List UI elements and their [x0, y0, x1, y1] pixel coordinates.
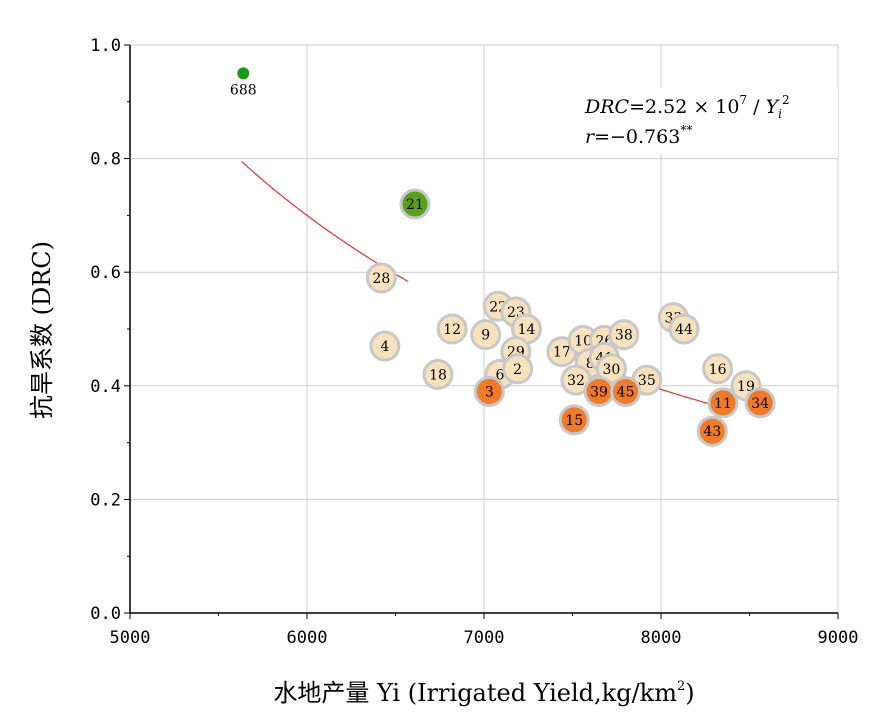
data-point-marker: [707, 387, 739, 419]
data-point-label: 30: [603, 362, 621, 378]
data-point-marker: [365, 262, 397, 294]
x-tick-label: 5000: [110, 628, 151, 648]
x-tick-label: 9000: [818, 628, 859, 648]
eq-mid: =2.52 × 10: [629, 96, 739, 118]
data-point-marker: [237, 67, 250, 80]
y-tick-label: 0.6: [90, 263, 121, 283]
data-point-label: 35: [638, 373, 656, 389]
data-point-label: 4: [380, 339, 389, 355]
eq-r-label: r: [585, 126, 596, 148]
x-tick-label: 8000: [641, 628, 682, 648]
x-axis-title: 水地产量 Yi (Irrigated Yield,kg/km2): [273, 679, 694, 707]
data-point-label: 3: [485, 384, 494, 400]
data-point-38: 38: [608, 319, 640, 351]
data-point-marker: [668, 313, 700, 345]
data-point-label: 2: [513, 362, 522, 378]
data-point-label: 39: [590, 384, 608, 400]
axes: 0.0 0.2 0.4 0.6 0.8 1.0 5000 6000 7000 8000 9000: [90, 36, 858, 648]
y-tick-label: 0.4: [90, 377, 121, 397]
eq-exp: 7: [739, 93, 747, 107]
data-point-label: 8: [586, 356, 595, 372]
data-point-15: 15: [558, 404, 590, 436]
data-point-28: 28: [365, 262, 397, 294]
data-point-label: 28: [372, 271, 390, 287]
eq-var: Y: [766, 96, 781, 118]
equation-line-1: DRC=2.52 × 107 / Yi2: [584, 93, 790, 121]
eq-r-stars: **: [680, 123, 692, 137]
x-tick-label: 6000: [287, 628, 328, 648]
data-point-label: 6: [495, 367, 504, 383]
data-point-11: 11: [707, 387, 739, 419]
data-point-16: 16: [702, 353, 734, 385]
x-axis-title-main: 水地产量 Yi (Irrigated Yield,kg/km: [273, 679, 677, 707]
data-point-45: 45: [610, 375, 642, 407]
data-point-label: 9: [481, 328, 490, 344]
data-point-label: 45: [617, 384, 635, 400]
y-tick-label: 1.0: [90, 36, 121, 56]
data-points: 6882128412182223914296217102638841303235…: [230, 67, 776, 447]
data-point-label: 43: [703, 424, 721, 440]
data-point-marker: [436, 313, 468, 345]
data-point-marker: [369, 330, 401, 362]
data-point-9: 9: [470, 319, 502, 351]
data-point-marker: [744, 387, 776, 419]
y-axis-title: 抗旱系数 (DRC): [28, 241, 56, 419]
data-point-label: 16: [709, 362, 727, 378]
eq-sub: i: [778, 107, 782, 121]
eq-sup: 2: [782, 93, 790, 107]
x-tick-label: 7000: [464, 628, 505, 648]
data-point-4: 4: [369, 330, 401, 362]
data-point-44: 44: [668, 313, 700, 345]
data-point-label: 32: [567, 373, 585, 389]
x-axis-title-end: ): [685, 679, 694, 707]
data-point-label: 18: [429, 367, 447, 383]
eq-div: /: [747, 96, 765, 118]
y-tick-label: 0.2: [90, 490, 121, 510]
data-point-marker: [558, 404, 590, 436]
data-point-2: 2: [502, 353, 534, 385]
data-point-label: 21: [406, 197, 424, 213]
x-axis-title-sup: 2: [677, 679, 685, 694]
data-point-12: 12: [436, 313, 468, 345]
data-point-marker: [502, 353, 534, 385]
y-tick-label: 0.8: [90, 150, 121, 170]
data-point-label: 12: [443, 322, 461, 338]
data-point-43: 43: [696, 415, 728, 447]
data-point-label: 15: [565, 413, 583, 429]
data-point-marker: [702, 353, 734, 385]
data-point-label: 688: [230, 82, 257, 98]
y-tick-label: 0.0: [90, 604, 121, 624]
data-point-label: 11: [714, 396, 732, 412]
eq-lhs: DRC: [584, 96, 630, 118]
data-point-18: 18: [422, 358, 454, 390]
data-point-marker: [399, 188, 431, 220]
data-point-marker: [422, 358, 454, 390]
equation-backing: [555, 88, 838, 154]
data-point-21: 21: [399, 188, 431, 220]
eq-r-value: =−0.763: [594, 126, 680, 148]
data-point-688: 688: [230, 67, 257, 98]
data-point-label: 17: [553, 345, 571, 361]
data-point-label: 44: [675, 322, 693, 338]
data-point-label: 10: [574, 333, 592, 349]
data-point-marker: [608, 319, 640, 351]
data-point-label: 14: [518, 322, 536, 338]
data-point-marker: [696, 415, 728, 447]
data-point-marker: [470, 319, 502, 351]
data-point-marker: [610, 375, 642, 407]
equation-box: DRC=2.52 × 107 / Yi2 r=−0.763**: [584, 93, 790, 148]
data-point-marker: [473, 375, 505, 407]
data-point-34: 34: [744, 387, 776, 419]
data-point-3: 3: [473, 375, 505, 407]
equation-line-2: r=−0.763**: [585, 123, 692, 148]
data-point-label: 38: [615, 328, 633, 344]
data-point-label: 34: [751, 396, 769, 412]
data-point-39: 39: [583, 375, 615, 407]
